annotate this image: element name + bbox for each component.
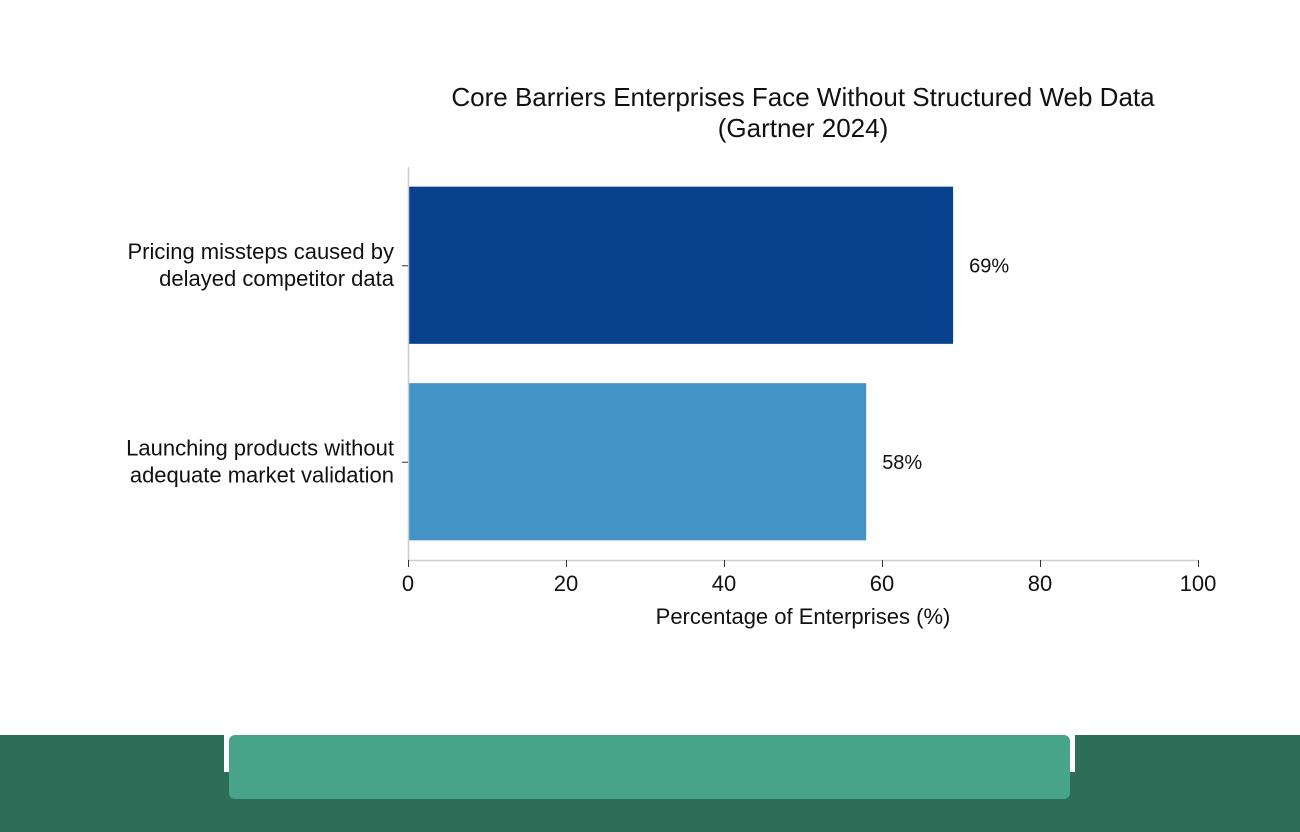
- x-tick-label-40: 40: [712, 571, 736, 596]
- y-category-label-1: Pricing missteps caused by delayed compet…: [127, 239, 394, 291]
- bars-layer: 69% 58%: [408, 186, 1009, 541]
- x-tick-label-80: 80: [1028, 571, 1052, 596]
- x-tick-label-0: 0: [402, 571, 414, 596]
- footer-left-block: [0, 735, 224, 772]
- x-tick-label-100: 100: [1180, 571, 1217, 596]
- footer-right-block: [1075, 735, 1300, 772]
- bar-chart: Core Barriers Enterprises Face Without S…: [126, 82, 1216, 629]
- bar-1: [408, 186, 954, 344]
- chart-subtitle: (Gartner 2024): [718, 113, 889, 143]
- data-label-2: 58%: [882, 452, 922, 474]
- chart-title: Core Barriers Enterprises Face Without S…: [451, 82, 1155, 112]
- y-category-label-2: Launching products without adequate marke…: [126, 435, 394, 487]
- bar-2: [408, 383, 867, 541]
- x-ticks-layer: 0 20 40 60 80 100: [402, 560, 1216, 596]
- y-labels-layer: Pricing missteps caused by delayed compet…: [126, 239, 408, 487]
- x-tick-label-20: 20: [554, 571, 578, 596]
- footer-panel: [229, 735, 1070, 799]
- x-tick-label-60: 60: [870, 571, 894, 596]
- data-label-1: 69%: [969, 255, 1009, 277]
- x-axis-label: Percentage of Enterprises (%): [656, 604, 951, 629]
